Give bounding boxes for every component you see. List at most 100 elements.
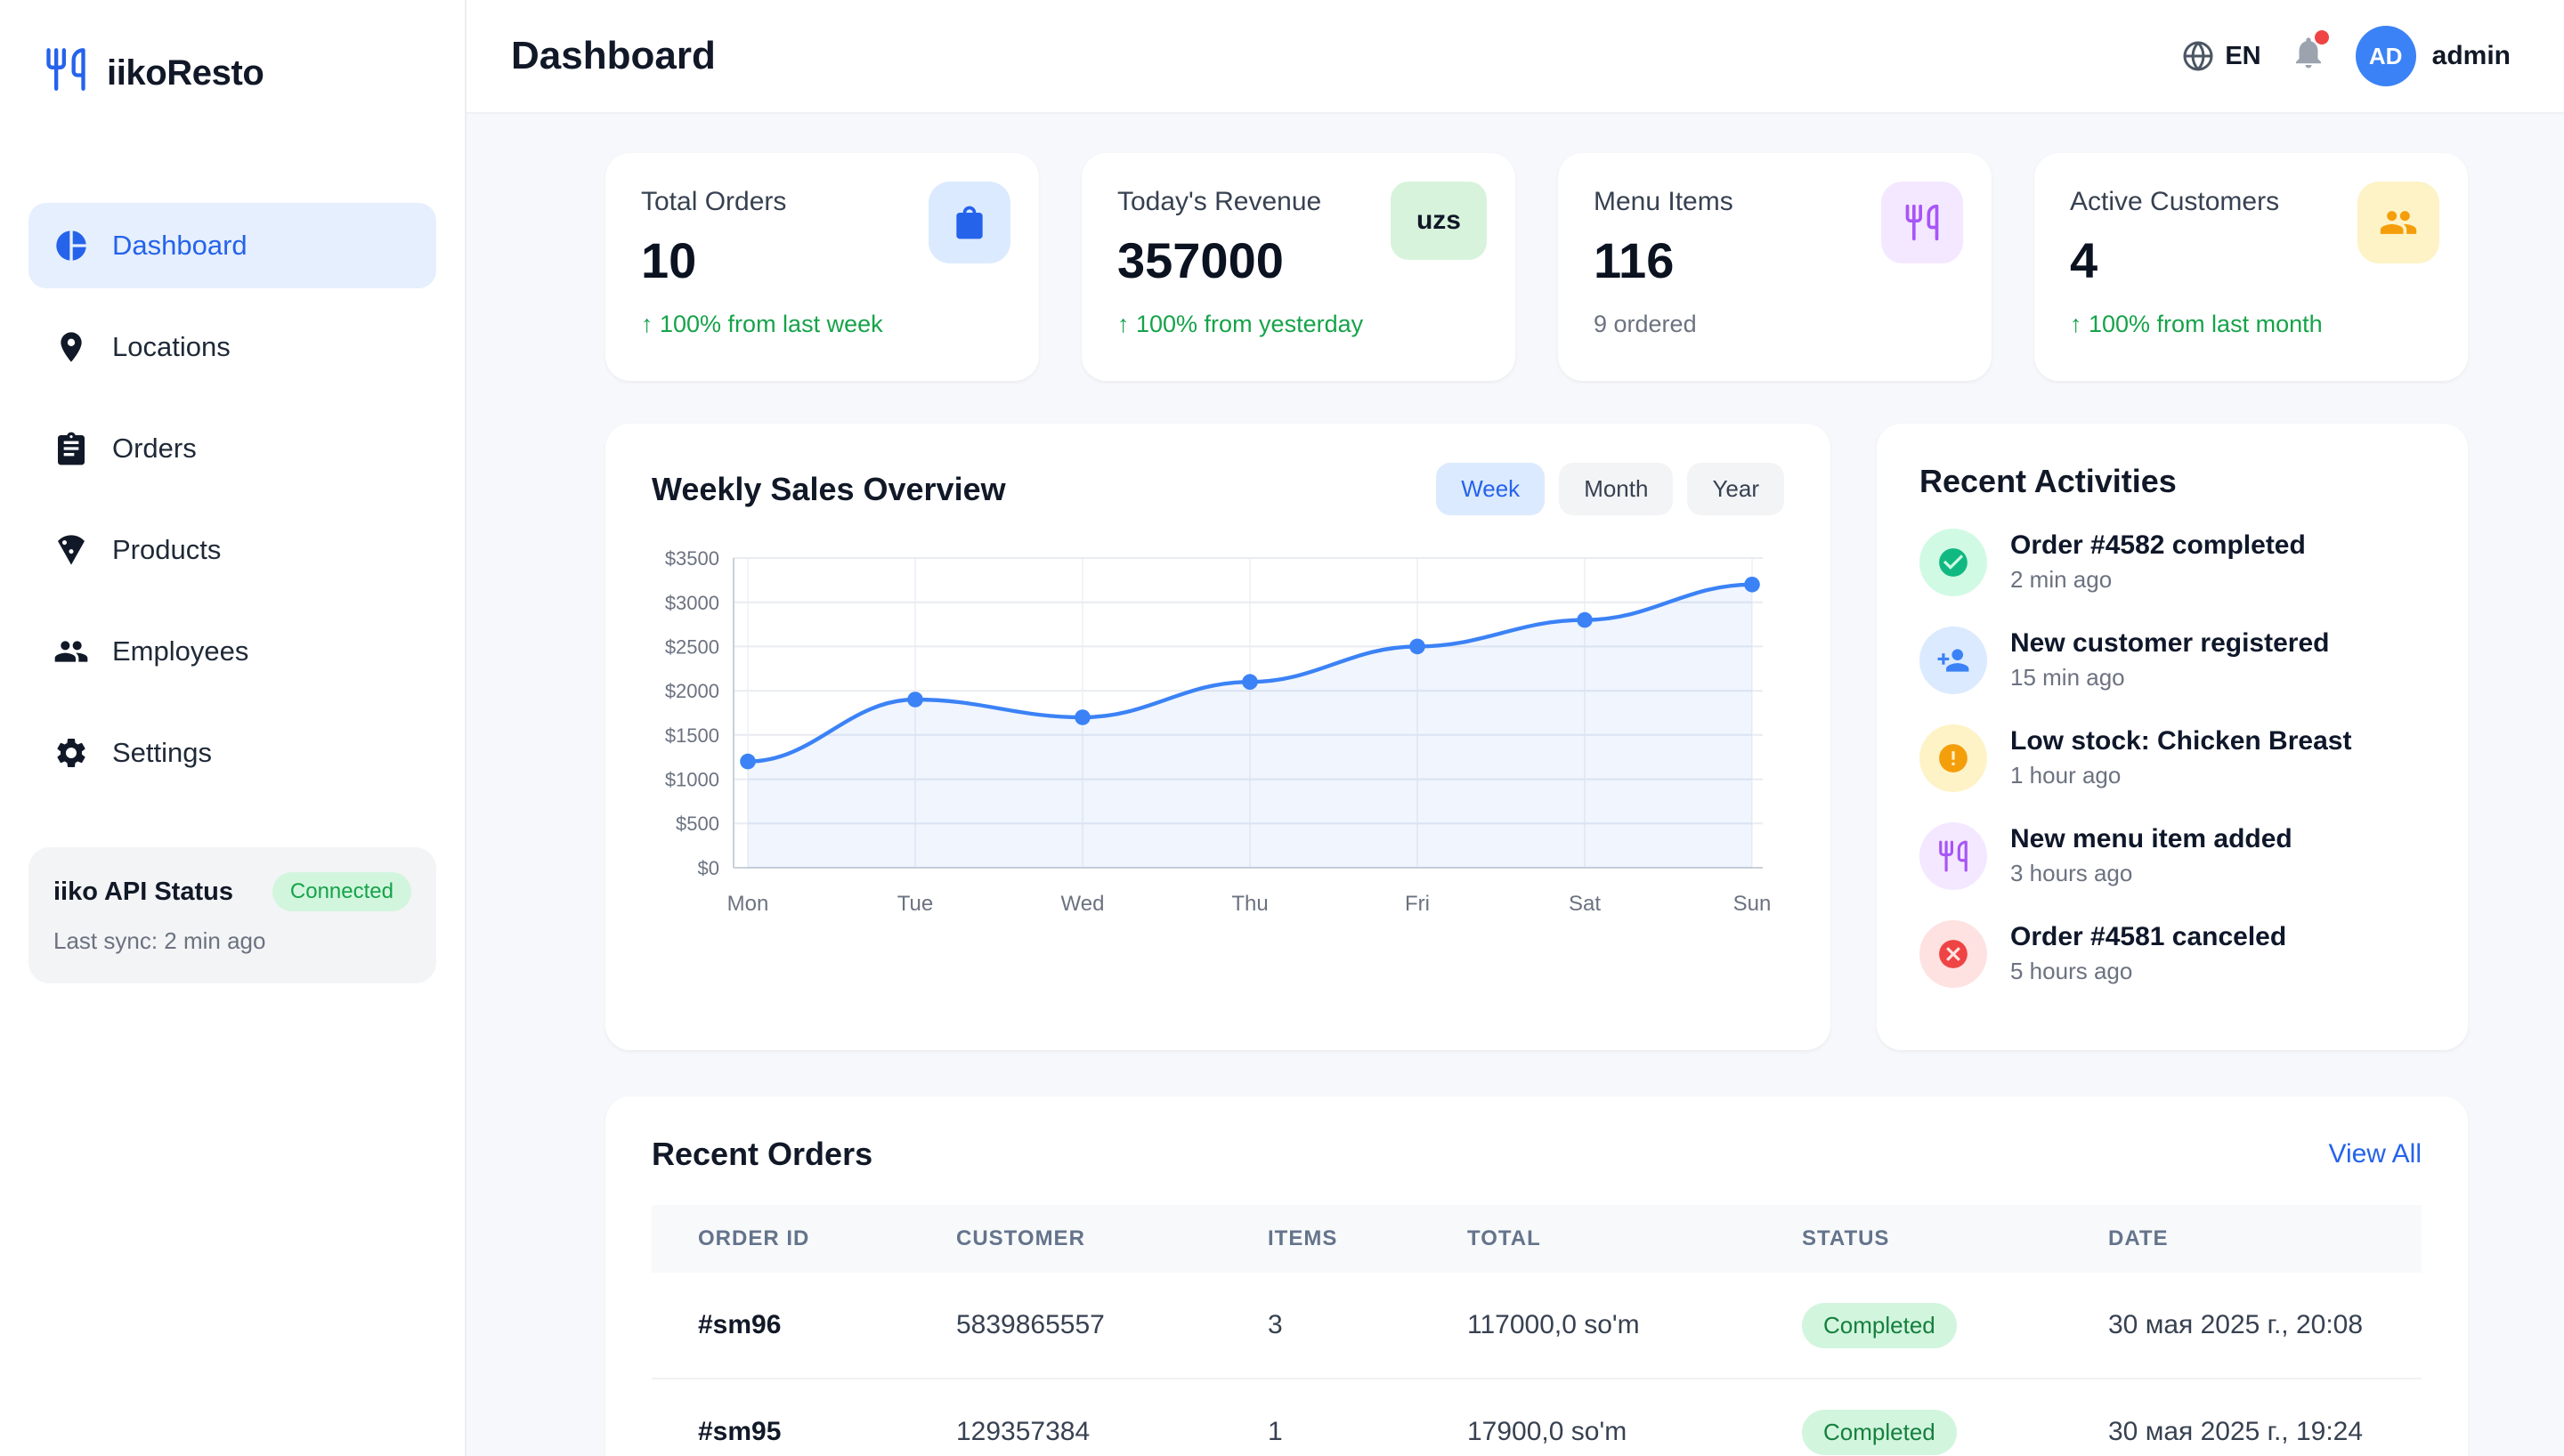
table-row[interactable]: #sm96 5839865557 3 117000,0 so'm Completed 30… — [652, 1273, 2422, 1379]
sidebar: iikoResto Dashboard Locations Orders Produc… — [0, 0, 467, 1456]
status-badge: Completed — [1802, 1302, 1957, 1348]
stat-card-total-orders: Total Orders 10 ↑ 100% from last week — [605, 153, 1039, 381]
svg-text:$1500: $1500 — [665, 724, 719, 747]
shopping-bag-icon — [929, 182, 1010, 263]
column-header-order-id: Order ID — [698, 1226, 810, 1250]
cell-date: 30 мая 2025 г., 19:24 — [2108, 1417, 2364, 1446]
stat-value: 10 — [641, 232, 697, 288]
recent-activities-card: Recent Activities Order #4582 completed 2… — [1877, 424, 2468, 1050]
sidebar-item-locations[interactable]: Locations — [28, 304, 436, 390]
check-circle-icon — [1919, 529, 1987, 596]
column-header-total: Total — [1467, 1226, 1541, 1250]
sidebar-item-label: Locations — [112, 331, 231, 362]
activity-time: 3 hours ago — [2010, 860, 2133, 886]
activity-time: 1 hour ago — [2010, 762, 2122, 789]
svg-text:Tue: Tue — [897, 892, 933, 916]
chart-tab-year[interactable]: Year — [1687, 463, 1784, 515]
sidebar-item-employees[interactable]: Employees — [28, 609, 436, 694]
activities-title: Recent Activities — [1919, 463, 2177, 499]
stat-note: ↑ 100% from last month — [2070, 311, 2323, 337]
api-status-label: iiko API Status — [53, 877, 233, 906]
utensils-icon — [43, 46, 89, 100]
activities-list: Order #4582 completed 2 min ago New custom… — [1919, 529, 2425, 988]
sidebar-item-label: Employees — [112, 635, 249, 667]
content-area: Total Orders 10 ↑ 100% from last week Today… — [467, 114, 2564, 1456]
svg-text:Sun: Sun — [1733, 892, 1772, 916]
gear-icon — [53, 735, 89, 771]
utensils-icon — [1919, 822, 1987, 890]
user-menu[interactable]: AD admin — [2355, 26, 2511, 86]
app-name: iikoResto — [107, 53, 264, 93]
people-icon — [53, 634, 89, 669]
orders-table-body: #sm96 5839865557 3 117000,0 so'm Completed 30… — [652, 1273, 2422, 1456]
chart-title: Weekly Sales Overview — [652, 470, 1006, 507]
cell-customer: 5839865557 — [956, 1310, 1105, 1339]
cell-items: 3 — [1268, 1310, 1283, 1339]
weekly-sales-card: Weekly Sales Overview Week Month Year $0 $5… — [605, 424, 1830, 1050]
activity-title: Order #4582 completed — [2010, 530, 2306, 560]
svg-text:$3500: $3500 — [665, 547, 719, 570]
map-pin-icon — [53, 329, 89, 365]
svg-text:$0: $0 — [698, 857, 719, 879]
stat-card-menu-items: Menu Items 116 9 ordered — [1558, 153, 1992, 381]
svg-text:$1000: $1000 — [665, 769, 719, 791]
currency-badge: uzs — [1391, 182, 1487, 260]
cell-total: 117000,0 so'm — [1467, 1310, 1640, 1339]
api-status-panel: iiko API Status Connected Last sync: 2 m… — [28, 847, 436, 983]
main-column: Dashboard EN AD admin Total Orders 10 ↑ 10… — [467, 0, 2564, 1456]
svg-text:Thu: Thu — [1231, 892, 1268, 916]
svg-text:$2000: $2000 — [665, 680, 719, 702]
chart-tab-week[interactable]: Week — [1436, 463, 1546, 515]
svg-text:$3000: $3000 — [665, 592, 719, 614]
sidebar-item-dashboard[interactable]: Dashboard — [28, 203, 436, 288]
bell-icon — [2290, 34, 2327, 78]
stat-label: Total Orders — [641, 187, 787, 216]
svg-text:Wed: Wed — [1061, 892, 1105, 916]
page-title: Dashboard — [511, 34, 716, 77]
activity-time: 15 min ago — [2010, 664, 2125, 691]
person-add-icon — [1919, 627, 1987, 694]
pizza-icon — [53, 532, 89, 568]
stat-card-today-s-revenue: Today's Revenue 357000 ↑ 100% from yesterd… — [1082, 153, 1515, 381]
column-header-date: Date — [2108, 1226, 2169, 1250]
app-logo[interactable]: iikoResto — [0, 0, 465, 117]
stat-note: ↑ 100% from last week — [641, 311, 883, 337]
notifications-button[interactable] — [2290, 30, 2329, 78]
svg-text:$500: $500 — [676, 813, 719, 835]
column-header-customer: Customer — [956, 1226, 1085, 1250]
activity-item: New customer registered 15 min ago — [1919, 627, 2425, 694]
stat-label: Today's Revenue — [1117, 187, 1322, 216]
topbar-actions: EN AD admin — [2182, 26, 2511, 86]
cell-items: 1 — [1268, 1417, 1283, 1446]
sidebar-item-settings[interactable]: Settings — [28, 710, 436, 796]
cell-order-id: #sm95 — [698, 1417, 782, 1446]
activity-time: 2 min ago — [2010, 566, 2113, 593]
sidebar-item-label: Dashboard — [112, 230, 247, 261]
stat-card-active-customers: Active Customers 4 ↑ 100% from last month — [2034, 153, 2468, 381]
activity-time: 5 hours ago — [2010, 958, 2133, 984]
activity-title: Order #4581 canceled — [2010, 922, 2287, 951]
language-selector[interactable]: EN — [2182, 40, 2261, 72]
chart-range-tabs: Week Month Year — [1436, 463, 1784, 515]
api-status-badge: Connected — [272, 872, 411, 911]
view-all-link[interactable]: View All — [2328, 1139, 2422, 1169]
sidebar-item-orders[interactable]: Orders — [28, 406, 436, 491]
svg-text:Sat: Sat — [1569, 892, 1601, 916]
svg-text:Mon: Mon — [727, 892, 769, 916]
cell-order-id: #sm96 — [698, 1310, 782, 1339]
sidebar-item-label: Products — [112, 534, 222, 565]
activity-item: Low stock: Chicken Breast 1 hour ago — [1919, 724, 2425, 792]
table-row[interactable]: #sm95 129357384 1 17900,0 so'm Completed 30 м… — [652, 1379, 2422, 1456]
orders-title: Recent Orders — [652, 1136, 873, 1172]
stat-label: Menu Items — [1594, 187, 1733, 216]
top-bar: Dashboard EN AD admin — [467, 0, 2564, 114]
cell-customer: 129357384 — [956, 1417, 1091, 1446]
x-circle-icon — [1919, 920, 1987, 988]
avatar: AD — [2355, 26, 2416, 86]
sidebar-item-products[interactable]: Products — [28, 507, 436, 593]
username: admin — [2431, 41, 2511, 70]
stat-note: ↑ 100% from yesterday — [1117, 311, 1364, 337]
chart-tab-month[interactable]: Month — [1559, 463, 1674, 515]
alert-circle-icon — [1919, 724, 1987, 792]
